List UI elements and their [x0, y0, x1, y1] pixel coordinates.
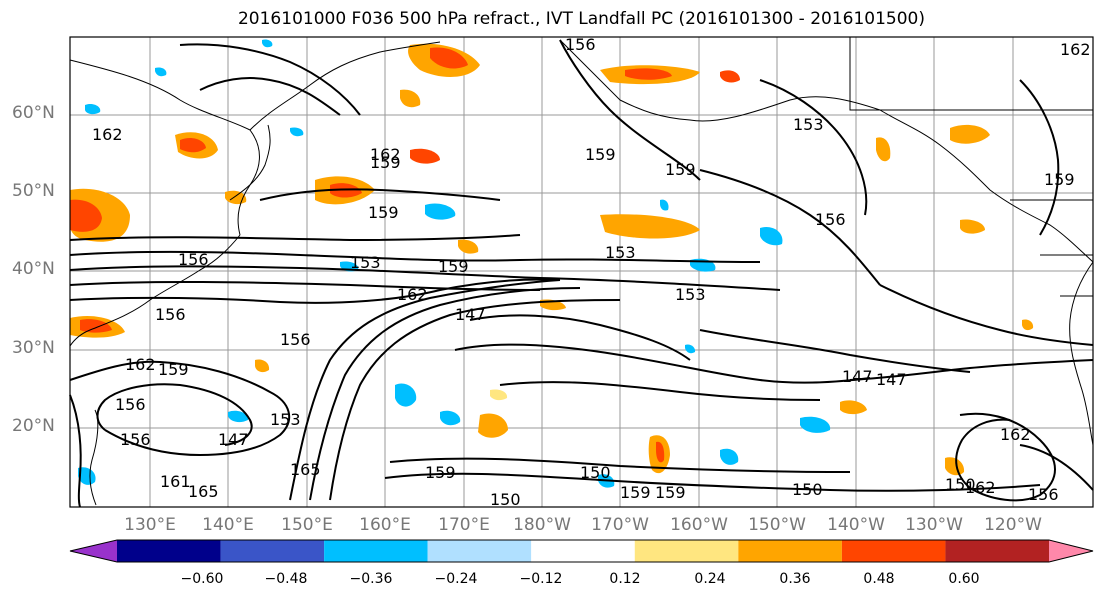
- colorbar-tick-label: −0.12: [519, 571, 563, 587]
- lat-label-30n: 30°N: [12, 338, 55, 358]
- lon-label: 160°W: [670, 515, 728, 535]
- colorbar-tick-label: 0.12: [609, 571, 641, 587]
- refractivity-fill-positive: [70, 43, 1034, 476]
- contour-label: 150: [792, 480, 823, 499]
- colorbar-tick-label: 0.36: [779, 571, 811, 587]
- map-frame: [69, 36, 1094, 508]
- colorbar-tick-label: 0.48: [863, 571, 895, 587]
- lat-label-60n: 60°N: [12, 103, 55, 123]
- contour-label: 153: [270, 410, 301, 429]
- contour-label: 156: [178, 250, 209, 269]
- lon-label: 140°E: [202, 515, 254, 535]
- contour-label: 153: [605, 243, 636, 262]
- colorbar-bin: [841, 540, 946, 562]
- colorbar-bin: [945, 540, 1049, 562]
- lon-label: 160°E: [359, 515, 411, 535]
- contour-label: 153: [675, 285, 706, 304]
- colorbar-tick-label: −0.36: [349, 571, 393, 587]
- contour-label: 162: [370, 145, 401, 164]
- contour-label: 159: [585, 145, 616, 164]
- contour-label: 159: [1044, 170, 1075, 189]
- contour-label: 162: [1060, 40, 1091, 59]
- height-contours: [69, 39, 1094, 508]
- contour-label: 162: [397, 285, 428, 304]
- lon-label: 120°W: [984, 515, 1042, 535]
- lon-label: 150°E: [281, 515, 333, 535]
- contour-label: 150: [490, 490, 521, 509]
- colorbar-bin: [117, 540, 221, 562]
- contour-label: 159: [438, 257, 469, 276]
- contour-label: 159: [370, 153, 401, 172]
- lat-label-20n: 20°N: [12, 416, 55, 436]
- lon-label: 170°W: [591, 515, 649, 535]
- contour-label: 161: [160, 472, 191, 491]
- contour-label: 159: [655, 483, 686, 502]
- contour-label: 159: [665, 160, 696, 179]
- lat-label-40n: 40°N: [12, 259, 55, 279]
- contour-label: 147: [842, 367, 873, 386]
- colorbar-bin: [220, 540, 325, 562]
- contour-label: 159: [425, 463, 456, 482]
- contour-label: 147: [876, 370, 907, 389]
- contour-label: 156: [565, 35, 596, 54]
- contour-label: 162: [965, 478, 996, 497]
- lon-label: 140°W: [827, 515, 885, 535]
- contour-label: 159: [158, 360, 189, 379]
- lon-label: 170°E: [438, 515, 490, 535]
- coastlines: [69, 37, 1094, 506]
- colorbar-bin: [1049, 540, 1093, 562]
- colorbar-bin: [324, 540, 428, 562]
- contour-label: 159: [620, 483, 651, 502]
- contour-label: 162: [1000, 425, 1031, 444]
- lon-label: 180°W: [513, 515, 571, 535]
- contour-label: 162: [125, 355, 156, 374]
- colorbar-bin: [738, 540, 842, 562]
- colorbar-bin: [634, 540, 739, 562]
- contour-label: 159: [368, 203, 399, 222]
- contour-label: 147: [455, 305, 486, 324]
- contour-label: 156: [115, 395, 146, 414]
- contour-labels: 156 162 162 159 156 153 159 162 159 153 …: [92, 35, 1091, 509]
- contour-label: 156: [815, 210, 846, 229]
- colorbar-bin: [70, 540, 117, 562]
- colorbar-tick-label: −0.24: [434, 571, 478, 587]
- contour-label: 156: [155, 305, 186, 324]
- contour-label: 153: [793, 115, 824, 134]
- graticule: [70, 37, 1093, 507]
- colorbar-outline: [69, 539, 1094, 563]
- lat-label-50n: 50°N: [12, 181, 55, 201]
- contour-label: 150: [580, 463, 611, 482]
- colorbar-tick-label: 0.24: [694, 571, 726, 587]
- contour-label: 153: [350, 253, 381, 272]
- colorbar-tick-label: −0.48: [264, 571, 308, 587]
- colorbar-tick-label: −0.60: [180, 571, 224, 587]
- contour-label: 150: [945, 475, 976, 494]
- contour-label: 156: [1028, 485, 1059, 504]
- lon-label: 130°W: [905, 515, 963, 535]
- colorbar-bin: [427, 540, 532, 562]
- lon-label: 130°E: [124, 515, 176, 535]
- map-title: 2016101000 F036 500 hPa refract., IVT La…: [237, 9, 925, 29]
- contour-label: 162: [92, 125, 123, 144]
- contour-label: 165: [290, 460, 321, 479]
- colorbar-tick-label: 0.60: [948, 571, 980, 587]
- contour-label: 156: [280, 330, 311, 349]
- colorbar: [69, 539, 1094, 563]
- contour-label: 156: [120, 430, 151, 449]
- colorbar-bin: [531, 540, 635, 562]
- contour-label: 147: [218, 430, 249, 449]
- contour-label: 165: [188, 482, 219, 501]
- lon-label: 150°W: [748, 515, 806, 535]
